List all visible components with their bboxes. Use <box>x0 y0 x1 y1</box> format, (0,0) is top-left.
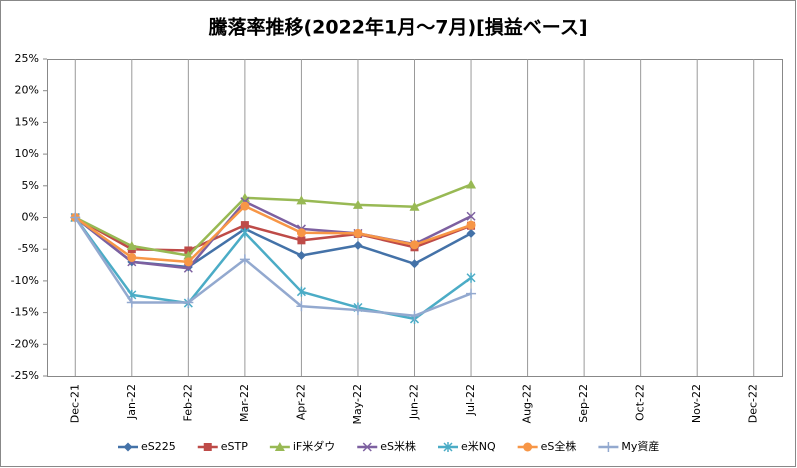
marker <box>466 228 476 238</box>
series-line <box>74 216 472 318</box>
marker <box>240 227 250 238</box>
marker <box>353 228 363 238</box>
marker <box>466 211 476 221</box>
marker <box>70 212 81 223</box>
marker <box>239 254 250 265</box>
marker <box>123 442 133 452</box>
marker <box>297 236 306 245</box>
x-tick-label: Jul-22 <box>464 384 477 416</box>
marker <box>240 221 249 230</box>
marker <box>296 286 306 297</box>
series-line <box>74 183 472 257</box>
marker <box>410 240 419 250</box>
marker <box>409 201 420 211</box>
legend-label: e米NQ <box>461 440 496 453</box>
marker <box>466 272 476 283</box>
x-tick-label: Feb-22 <box>181 384 194 421</box>
marker <box>603 442 614 452</box>
series-line <box>74 216 472 252</box>
x-tick-label: Nov-22 <box>690 384 703 423</box>
legend-label: eS225 <box>141 440 176 453</box>
y-tick-label: -5% <box>18 242 39 255</box>
y-tick-label: 10% <box>15 147 39 160</box>
marker <box>183 297 194 308</box>
marker <box>353 240 363 250</box>
marker <box>410 259 419 269</box>
x-tick-label: Sep-22 <box>577 384 590 423</box>
marker <box>296 195 307 205</box>
y-tick-label: 20% <box>15 84 39 97</box>
x-tick-label: Aug-22 <box>521 384 534 423</box>
x-tick-label: Mar-22 <box>238 384 251 422</box>
marker <box>296 251 306 261</box>
y-tick-label: 25% <box>15 52 39 65</box>
y-tick-label: -20% <box>11 337 39 350</box>
marker <box>126 241 137 251</box>
marker <box>183 257 193 267</box>
y-tick-label: 0% <box>22 211 39 224</box>
marker <box>127 252 137 262</box>
legend-label: iF米ダウ <box>293 439 335 453</box>
marker <box>523 442 533 452</box>
x-tick-label: Jun-22 <box>408 384 421 420</box>
marker <box>466 220 476 230</box>
marker <box>184 246 193 255</box>
marker <box>409 310 420 321</box>
x-tick-label: Apr-22 <box>294 384 307 420</box>
marker <box>240 201 250 211</box>
marker <box>362 442 372 452</box>
series-line <box>74 216 472 321</box>
x-tick-label: Dec-22 <box>747 384 760 423</box>
x-tick-label: Oct-22 <box>634 384 647 421</box>
y-tick-label: -25% <box>11 369 39 382</box>
y-tick-label: -15% <box>11 306 39 319</box>
marker <box>443 442 453 452</box>
marker <box>203 443 212 451</box>
series-line <box>74 204 472 264</box>
marker <box>352 305 363 316</box>
x-tick-label: Jan-22 <box>125 384 138 420</box>
y-tick-label: 15% <box>15 115 39 128</box>
legend-label: My資産 <box>621 440 659 453</box>
legend-label: eSTP <box>221 440 248 453</box>
x-tick-label: Dec-21 <box>68 384 81 423</box>
marker <box>296 301 307 312</box>
chart-title: 騰落率推移(2022年1月～7月)[損益ベース] <box>207 16 587 39</box>
marker <box>183 263 193 273</box>
y-tick-label: 5% <box>22 179 39 192</box>
marker <box>126 297 137 308</box>
marker <box>183 250 194 260</box>
marker <box>296 228 306 238</box>
legend-label: eS米株 <box>380 439 416 453</box>
legend-label: eS全株 <box>541 439 577 453</box>
marker <box>274 442 285 451</box>
marker <box>352 199 363 209</box>
x-tick-label: May-22 <box>351 384 364 425</box>
marker <box>466 288 477 299</box>
marker <box>466 179 477 189</box>
y-tick-label: -10% <box>11 274 39 287</box>
